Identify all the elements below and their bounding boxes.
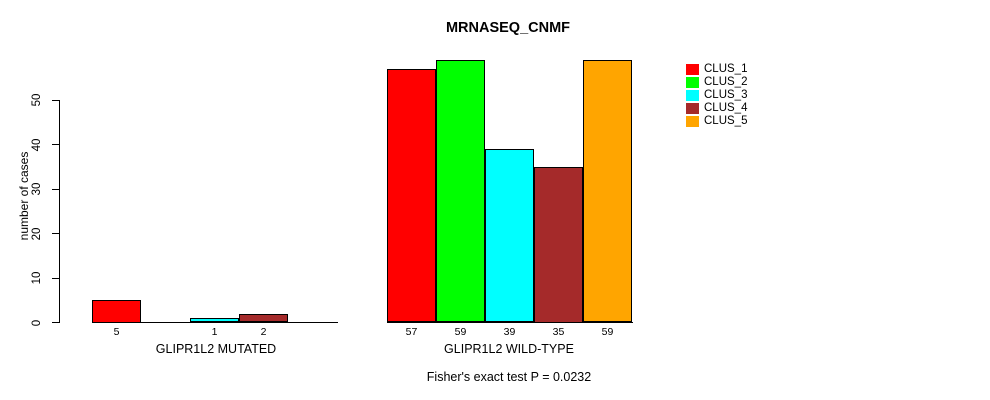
y-axis-tick-label: 0 <box>31 319 43 326</box>
bar-clus-3 <box>485 148 534 323</box>
bar-value-label: 59 <box>601 326 614 338</box>
bar-clus-1 <box>92 300 141 323</box>
y-axis-tick-label: 10 <box>31 271 43 285</box>
fisher-test-annotation: Fisher's exact test P = 0.0232 <box>426 370 592 384</box>
bar-clus-2 <box>436 59 485 323</box>
y-axis-line <box>59 100 60 323</box>
bar-value-label: 57 <box>405 326 418 338</box>
bar-clus-1 <box>387 68 436 323</box>
y-axis-tick <box>52 144 60 145</box>
bar-value-label: 2 <box>260 326 267 338</box>
y-axis-title: number of cases <box>17 151 31 241</box>
x-axis-baseline <box>92 322 338 323</box>
bar-clus-3 <box>190 318 239 323</box>
legend-label-clus-5: CLUS_5 <box>704 115 748 127</box>
y-axis-tick <box>52 188 60 190</box>
chart-title: MRNASEQ_CNMF <box>445 20 571 36</box>
legend-swatch-clus-5 <box>686 116 699 127</box>
bar-value-label: 59 <box>454 326 467 338</box>
y-axis-tick-label: 50 <box>31 93 43 107</box>
legend-label-clus-3: CLUS_3 <box>704 89 748 101</box>
legend-item-clus-4: CLUS_4 <box>686 102 747 115</box>
y-axis-tick-label: 20 <box>31 227 43 240</box>
bar-clus-5 <box>583 59 632 323</box>
y-axis-tick <box>52 322 60 323</box>
bar-value-label: 35 <box>552 326 565 338</box>
legend-item-clus-1: CLUS_1 <box>686 63 747 76</box>
y-axis-tick-label: 40 <box>31 138 43 151</box>
bar-value-label: 1 <box>211 326 218 338</box>
group-label-wild-type: GLIPR1L2 WILD-TYPE <box>444 342 574 356</box>
legend-swatch-clus-2 <box>686 77 699 88</box>
legend-swatch-clus-4 <box>686 103 699 114</box>
group-label-mutated: GLIPR1L2 MUTATED <box>155 342 277 356</box>
legend-item-clus-3: CLUS_3 <box>686 89 747 102</box>
legend-label-clus-4: CLUS_4 <box>704 102 748 114</box>
y-axis-tick <box>52 99 60 101</box>
bar-clus-4 <box>534 166 583 323</box>
bar-clus-4 <box>239 313 288 323</box>
legend-item-clus-5: CLUS_5 <box>686 115 747 128</box>
legend-swatch-clus-1 <box>686 64 699 75</box>
y-axis-tick-label: 30 <box>31 182 43 196</box>
legend-label-clus-1: CLUS_1 <box>704 63 748 75</box>
bar-value-label: 5 <box>113 326 120 338</box>
x-axis-baseline <box>387 322 633 323</box>
legend-swatch-clus-3 <box>686 90 699 101</box>
legend: CLUS_1 CLUS_2 CLUS_3 CLUS_4 CLUS_5 <box>686 63 747 128</box>
legend-label-clus-2: CLUS_2 <box>704 76 748 88</box>
y-axis-tick <box>52 277 60 279</box>
legend-item-clus-2: CLUS_2 <box>686 76 747 89</box>
bar-value-label: 39 <box>503 326 516 338</box>
y-axis-tick <box>52 233 60 234</box>
